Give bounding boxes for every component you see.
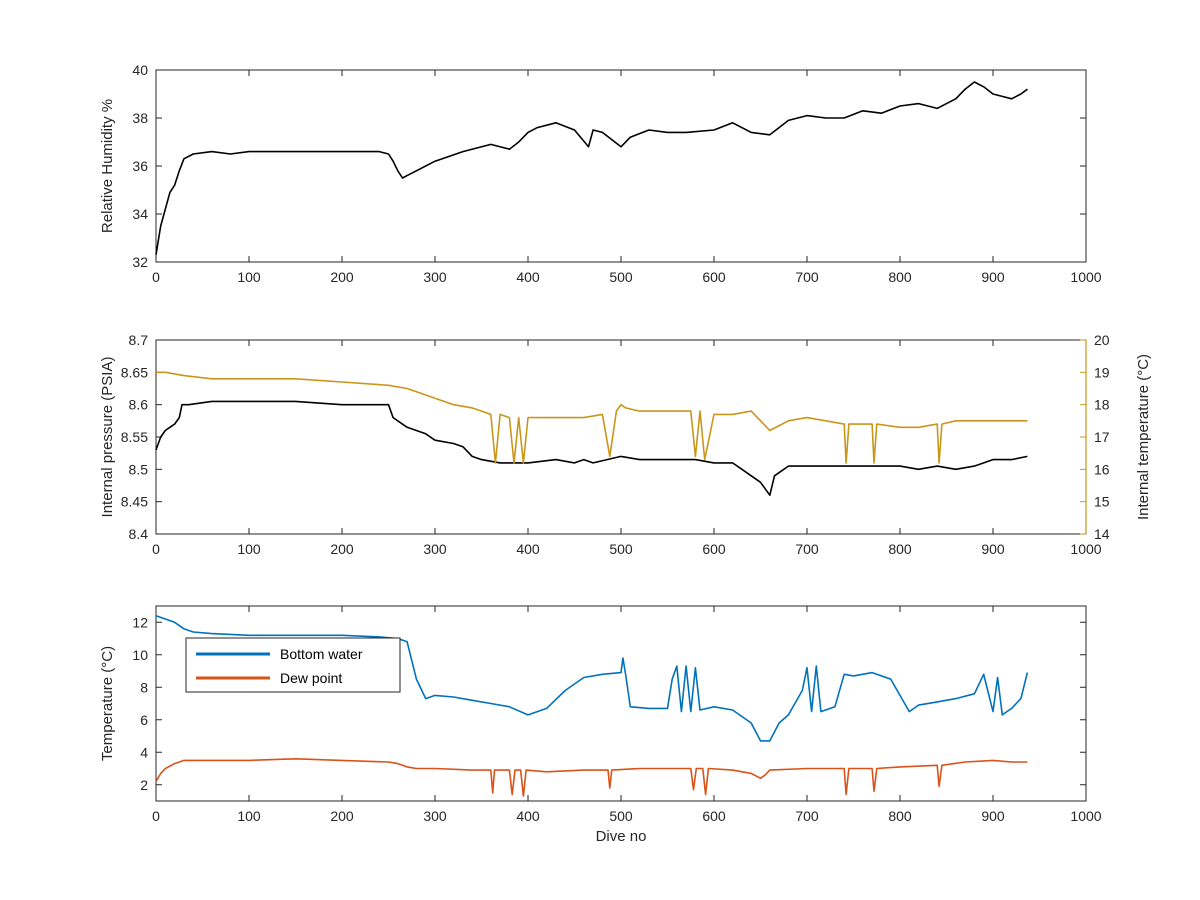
x-tick-label: 900 (981, 541, 1005, 557)
x-tick-label: 500 (609, 541, 633, 557)
x-tick-label: 1000 (1070, 808, 1101, 824)
series-line-2 (156, 371, 1028, 464)
y-right-tick-label: 14 (1094, 526, 1110, 542)
series-line-1 (155, 400, 1028, 497)
y-tick-label: 36 (132, 158, 148, 174)
y-tick-label: 8 (140, 679, 148, 695)
y-tick-label: 4 (140, 744, 148, 760)
y-tick-label: 8.65 (121, 364, 148, 380)
x-tick-label: 100 (237, 269, 261, 285)
y-right-tick-label: 16 (1094, 461, 1110, 477)
y-tick-label: 8.55 (121, 429, 148, 445)
y-tick-label: 8.7 (129, 332, 149, 348)
series-line-2 (155, 757, 1028, 797)
x-tick-label: 500 (609, 269, 633, 285)
x-tick-label: 0 (152, 269, 160, 285)
x-tick-label: 400 (516, 808, 540, 824)
y-tick-label: 2 (140, 777, 148, 793)
x-tick-label: 800 (888, 541, 912, 557)
x-tick-label: 700 (795, 541, 819, 557)
x-tick-label: 100 (237, 541, 261, 557)
x-tick-label: 400 (516, 541, 540, 557)
y-tick-label: 8.5 (129, 461, 149, 477)
y-tick-label: 12 (132, 614, 148, 630)
y-axis-label: Temperature (°C) (99, 646, 116, 761)
y-axis-label: Relative Humidity % (99, 99, 116, 233)
x-tick-label: 100 (237, 808, 261, 824)
y-right-tick-label: 17 (1094, 429, 1110, 445)
x-tick-label: 700 (795, 808, 819, 824)
x-tick-label: 800 (888, 269, 912, 285)
legend-label-2: Dew point (280, 670, 342, 686)
y-tick-label: 32 (132, 254, 148, 270)
x-tick-label: 500 (609, 808, 633, 824)
y-tick-label: 34 (132, 206, 148, 222)
chart-panel-2: 0 100 200 300 400 500 600 700 800 900 1000 8.4 8.45 8… (99, 332, 1152, 557)
x-tick-label: 300 (423, 808, 447, 824)
axes-frame (155, 339, 1087, 535)
y-tick-label: 6 (140, 712, 148, 728)
legend: Bottom water Dew point (185, 637, 401, 693)
x-tick-label: 900 (981, 808, 1005, 824)
x-tick-label: 1000 (1070, 269, 1101, 285)
x-tick-label: 0 (152, 808, 160, 824)
y-tick-label: 10 (132, 647, 148, 663)
axes-frame (155, 69, 1087, 263)
y-right-tick-label: 19 (1094, 364, 1110, 380)
chart-panel-1: 0 100 200 300 400 500 600 700 800 900 1000 32 34 36 38… (99, 62, 1102, 285)
x-tick-label: 900 (981, 269, 1005, 285)
x-tick-label: 300 (423, 269, 447, 285)
x-tick-label: 400 (516, 269, 540, 285)
x-tick-label: 200 (330, 808, 354, 824)
chart-panel-3: 0 100 200 300 400 500 600 700 800 900 1000 2 4 6 8 10 12… (99, 605, 1102, 845)
series-line-1 (155, 615, 1029, 742)
y-tick-label: 38 (132, 110, 148, 126)
legend-box (185, 637, 401, 693)
x-tick-label: 300 (423, 541, 447, 557)
x-tick-label: 600 (702, 808, 726, 824)
legend-label-1: Bottom water (280, 646, 363, 662)
x-tick-label: 200 (330, 541, 354, 557)
y-tick-label: 8.6 (129, 397, 149, 413)
x-axis-label: Dive no (596, 828, 647, 845)
x-tick-label: 200 (330, 269, 354, 285)
y-right-tick-label: 18 (1094, 397, 1110, 413)
y-tick-label: 8.4 (129, 526, 149, 542)
y-tick-label: 40 (132, 62, 148, 78)
y-right-tick-label: 20 (1094, 332, 1110, 348)
x-tick-label: 700 (795, 269, 819, 285)
x-tick-label: 600 (702, 541, 726, 557)
y-right-tick-label: 15 (1094, 494, 1110, 510)
x-tick-label: 600 (702, 269, 726, 285)
y-axis-label: Internal pressure (PSIA) (99, 357, 116, 518)
series-line-1 (155, 81, 1028, 255)
x-tick-label: 1000 (1070, 541, 1101, 557)
x-tick-label: 800 (888, 808, 912, 824)
x-tick-label: 0 (152, 541, 160, 557)
y-tick-label: 8.45 (121, 494, 148, 510)
y-axis-right-label: Internal temperature (°C) (1135, 354, 1152, 520)
